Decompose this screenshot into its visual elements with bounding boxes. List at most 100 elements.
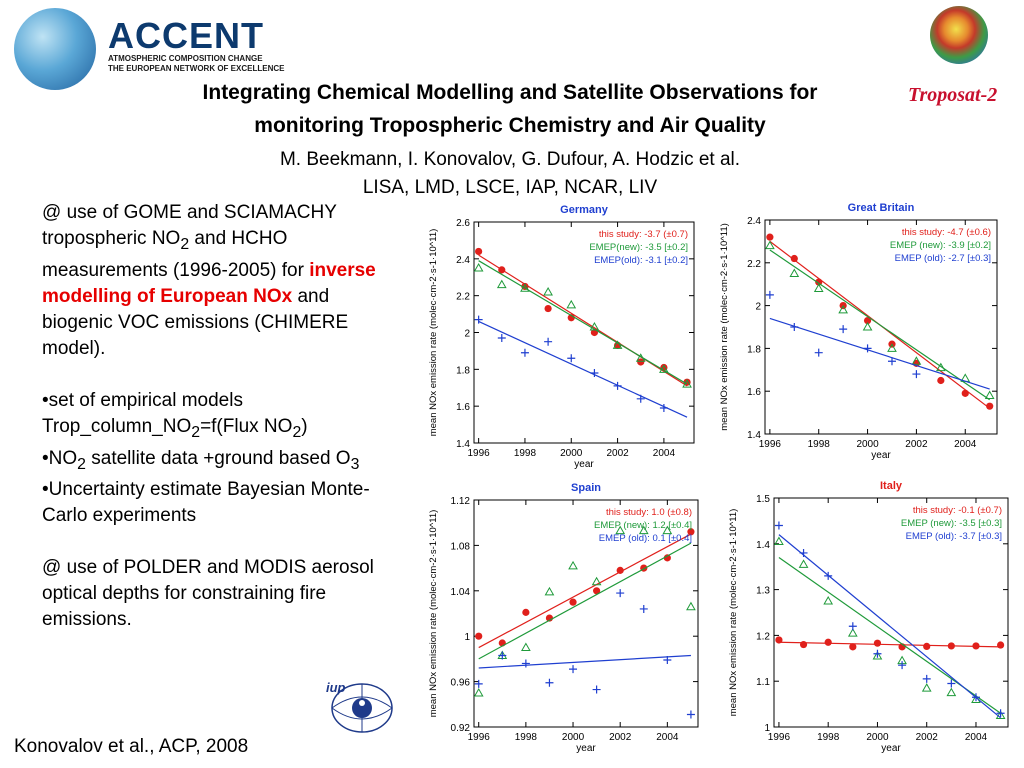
authors-line-1: M. Beekmann, I. Konovalov, G. Dufour, A.…: [279, 149, 741, 170]
data-point-emep-old: [765, 290, 774, 299]
data-point-this-study: [790, 254, 798, 263]
data-point-emep-new: [946, 687, 957, 697]
y-axis-label: mean NOx emission rate (molec·cm-2·s-1·1…: [728, 509, 739, 717]
y-tick-label: 1.1: [756, 677, 770, 688]
chart-title: Germany: [560, 204, 609, 216]
data-point-emep-new: [686, 601, 696, 611]
data-point-this-study: [972, 642, 980, 650]
b1-a: •set of empirical models Trop_column_NO: [42, 389, 243, 437]
y-tick-label: 1.6: [747, 387, 761, 398]
y-tick-label: 1.8: [456, 365, 470, 376]
data-point-emep-new: [823, 596, 834, 605]
data-point-emep-old: [474, 679, 483, 688]
x-tick-label: 2004: [653, 448, 676, 459]
x-tick-label: 1998: [817, 732, 840, 743]
y-tick-label: 1.6: [456, 402, 470, 413]
data-point-this-study: [637, 358, 645, 366]
y-tick-label: 1: [464, 632, 470, 643]
legend-entry: EMEP (new): 1.2 [±0.4]: [594, 520, 692, 531]
data-point-emep-old: [521, 659, 530, 668]
data-point-this-study: [569, 598, 577, 606]
data-point-this-study: [799, 640, 808, 649]
data-point-emep-old: [545, 678, 554, 687]
p1-text-c: and HCHO measurements (1996-2005) for: [42, 228, 310, 281]
data-point-this-study: [923, 642, 931, 650]
data-point-emep-new: [995, 710, 1006, 720]
data-point-emep-new: [543, 286, 553, 296]
data-point-emep-old: [613, 381, 622, 390]
data-point-emep-old: [592, 685, 601, 694]
data-point-emep-new: [496, 279, 507, 289]
x-tick-label: 2002: [606, 448, 629, 459]
data-point-this-study: [997, 641, 1005, 649]
data-point-emep-new: [615, 525, 626, 535]
b2-c: satellite data +ground based O: [85, 447, 351, 469]
left-text-block: @ use of GOME and SCIAMACHY tropospheric…: [42, 200, 402, 633]
y-tick-label: 1.2: [756, 631, 770, 642]
data-point-emep-new: [544, 586, 555, 596]
x-tick-label: 2000: [562, 732, 585, 743]
y-axis-label: mean NOx emission rate (molec·cm-2·s-1·1…: [719, 223, 730, 431]
y-tick-label: 1.04: [451, 587, 471, 598]
data-point-emep-old: [639, 604, 648, 613]
fit-line: [769, 317, 990, 390]
p1-text-d: and biogenic VOC emissions (CHIMERE mode…: [42, 285, 349, 359]
data-point-this-study: [475, 632, 483, 640]
fit-line: [478, 260, 688, 385]
data-point-emep-old: [848, 622, 857, 631]
data-point-emep-old: [971, 693, 980, 702]
legend-entry: EMEP (old): -3.7 [±0.3]: [906, 531, 1002, 542]
data-point-this-study: [498, 266, 506, 274]
data-point-emep-new: [521, 642, 531, 652]
data-point-emep-old: [569, 665, 578, 674]
accent-logo: ACCENT ATMOSPHERIC COMPOSITION CHANGE TH…: [108, 18, 284, 74]
legend-entry: this study: -3.7 (±0.7): [599, 229, 688, 240]
data-point-emep-old: [474, 315, 483, 324]
x-tick-label: 2000: [560, 448, 583, 459]
data-point-emep-old: [996, 709, 1005, 718]
fit-line: [478, 320, 688, 418]
data-point-emep-old: [774, 521, 783, 530]
x-tick-label: 1996: [468, 448, 491, 459]
data-point-emep-old: [497, 334, 506, 343]
x-tick-label: 1998: [514, 448, 537, 459]
troposat-label: Troposat-2: [908, 84, 998, 106]
chart-title: Great Britain: [848, 202, 915, 214]
b1-sub2: 2: [292, 423, 302, 441]
b1-c: =f(Flux NO: [200, 415, 293, 437]
y-tick-label: 1.8: [747, 344, 761, 355]
x-tick-label: 1996: [468, 732, 491, 743]
data-point-this-study: [593, 587, 601, 595]
data-point-emep-new: [911, 356, 922, 365]
y-tick-label: 1.5: [756, 494, 770, 505]
data-point-emep-old: [790, 323, 799, 331]
data-point-emep-new: [887, 343, 897, 352]
y-tick-label: 2.4: [747, 216, 761, 227]
data-point-emep-old: [544, 337, 553, 346]
y-tick-label: 2.2: [456, 292, 470, 303]
chart-title: Italy: [880, 480, 903, 492]
bullet-empirical-models: •set of empirical models Trop_column_NO 2…: [42, 388, 402, 446]
fit-line: [478, 542, 692, 660]
p1-text-a: @ use of GOME and SCIAMACHY tropospheric…: [42, 202, 337, 249]
data-point-emep-old: [663, 656, 672, 665]
data-point-this-study: [616, 566, 624, 574]
data-point-emep-old: [863, 344, 872, 353]
y-tick-label: 2.2: [747, 259, 761, 270]
x-axis-label: year: [576, 743, 596, 754]
data-point-emep-old: [616, 589, 625, 598]
data-point-emep-old: [873, 649, 882, 658]
data-point-this-study: [687, 528, 695, 536]
data-point-emep-new: [984, 390, 995, 399]
authors: M. Beekmann, I. Konovalov, G. Dufour, A.…: [120, 146, 900, 202]
b1-e: ): [301, 415, 308, 437]
fit-line: [778, 534, 1001, 719]
data-point-emep-new: [813, 283, 824, 292]
x-tick-label: 2004: [954, 439, 977, 450]
data-point-emep-old: [567, 354, 576, 363]
data-point-this-study: [475, 247, 483, 256]
paragraph-inverse-modelling: @ use of GOME and SCIAMACHY tropospheric…: [42, 200, 402, 362]
authors-line-2: LISA, LMD, LSCE, IAP, NCAR, LIV: [362, 177, 658, 198]
data-point-emep-old: [814, 348, 823, 357]
